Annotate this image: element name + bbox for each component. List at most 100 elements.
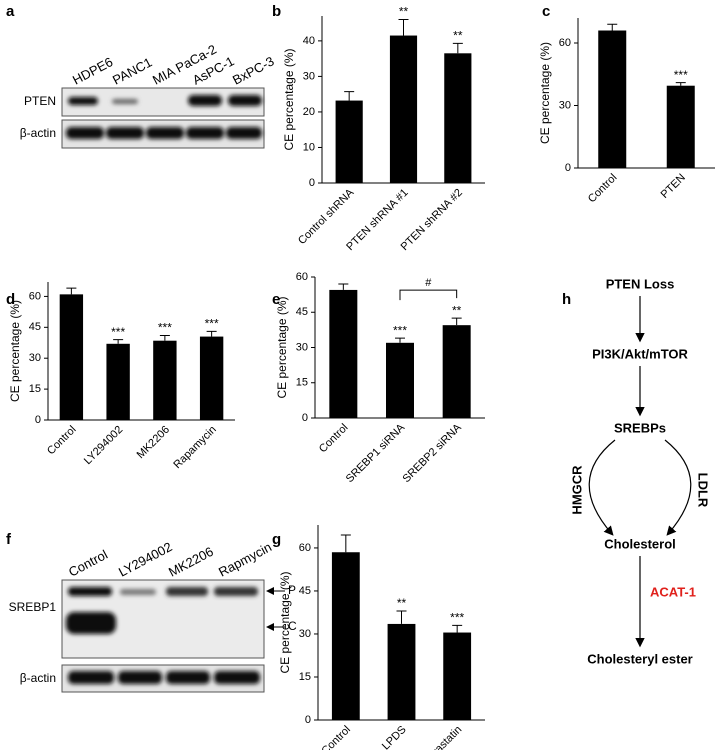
error-bar <box>159 335 170 341</box>
y-tick-label: 30 <box>303 70 315 82</box>
panel-label: c <box>542 3 550 20</box>
bar <box>442 325 471 418</box>
significance: *** <box>393 323 407 337</box>
band-marker: C <box>288 619 297 633</box>
row-label: SREBP1 <box>9 600 57 614</box>
blot-a <box>61 87 265 149</box>
lane-label: Control <box>66 547 110 580</box>
y-tick-label: 60 <box>29 290 41 302</box>
panel-label: d <box>6 291 15 308</box>
panel-label: e <box>272 291 280 308</box>
significance: ** <box>397 596 407 610</box>
y-tick-label: 60 <box>559 37 571 49</box>
error-bar <box>340 534 351 553</box>
bar <box>153 340 177 420</box>
y-tick-label: 30 <box>299 628 311 640</box>
bar <box>329 289 358 418</box>
diagram-node: Cholesterol <box>604 536 676 551</box>
y-tick-label: 0 <box>35 414 41 426</box>
y-tick-label: 45 <box>29 321 41 333</box>
x-tick-label: Control <box>45 424 79 458</box>
error-bar <box>452 42 463 54</box>
edge-label: LDLR <box>696 473 711 508</box>
x-tick-label: LPDS <box>380 724 409 750</box>
edge-label: ACAT-1 <box>650 584 696 599</box>
x-tick-label: SREBP2 siRNA <box>400 421 464 485</box>
panel-label: f <box>6 531 12 548</box>
bar <box>598 30 627 168</box>
y-tick-label: 0 <box>302 412 308 424</box>
significance: *** <box>158 321 172 335</box>
y-axis-title: CE percentage (%) <box>282 48 296 150</box>
error-bar <box>113 339 124 344</box>
row-label: β-actin <box>20 126 56 140</box>
x-tick-label: PTEN <box>659 172 688 201</box>
lane-label: MK2206 <box>166 544 216 580</box>
bar <box>387 623 416 720</box>
y-tick-label: 20 <box>303 106 315 118</box>
y-tick-label: 15 <box>299 671 311 683</box>
panel-label: g <box>272 531 281 548</box>
y-tick-label: 40 <box>303 35 315 47</box>
bar <box>443 632 472 720</box>
bracket-label: # <box>425 277 432 289</box>
significance: *** <box>205 317 219 331</box>
error-bar <box>607 23 618 31</box>
error-bar <box>398 19 409 36</box>
bar <box>59 294 84 420</box>
panel-label: h <box>562 291 571 308</box>
error-bar <box>206 330 217 337</box>
error-bar <box>451 317 462 326</box>
significance: ** <box>399 5 409 19</box>
y-tick-label: 0 <box>309 177 315 189</box>
y-axis-title: CE percentage (%) <box>275 296 289 398</box>
x-tick-label: Simvastatin <box>416 724 465 750</box>
diagram-node: SREBPs <box>614 420 666 435</box>
edge-label: HMGCR <box>569 465 584 515</box>
panel-label: b <box>272 3 281 20</box>
error-bar <box>395 337 405 343</box>
y-tick-label: 0 <box>305 714 311 726</box>
y-tick-label: 10 <box>303 141 315 153</box>
diagram-node: Cholesteryl ester <box>587 651 693 666</box>
y-tick-label: 30 <box>296 341 308 353</box>
x-tick-label: Rapamycin <box>171 424 218 471</box>
diagram-node: PTEN Loss <box>606 276 675 291</box>
significance: ** <box>453 29 463 43</box>
error-bar <box>675 82 686 86</box>
band-marker: P <box>288 583 296 597</box>
significance: ** <box>452 303 462 317</box>
significance: *** <box>674 68 688 82</box>
error-bar <box>344 91 355 101</box>
diagram-node: PI3K/Akt/mTOR <box>592 346 688 361</box>
significance: *** <box>450 611 464 625</box>
error-bar <box>452 624 463 633</box>
diagram-arrows <box>588 296 692 648</box>
bar <box>444 53 472 184</box>
error-bar <box>66 287 77 295</box>
y-tick-label: 60 <box>296 271 308 283</box>
y-tick-label: 30 <box>29 352 41 364</box>
y-axis-title: CE percentage (%) <box>538 42 552 144</box>
bar <box>106 343 130 420</box>
y-tick-label: 0 <box>565 162 571 174</box>
lane-label: PANC1 <box>110 55 154 88</box>
y-tick-label: 60 <box>299 542 311 554</box>
bar <box>666 85 695 168</box>
y-axis-title: CE percentage (%) <box>278 571 292 673</box>
lane-label: Rapmycin <box>216 539 274 579</box>
y-tick-label: 45 <box>299 585 311 597</box>
error-bar <box>338 283 349 290</box>
y-tick-label: 15 <box>296 377 308 389</box>
panel-label: a <box>6 3 15 20</box>
x-tick-label: Control shRNA <box>296 186 357 247</box>
bar <box>389 35 418 183</box>
lane-label: BxPC-3 <box>230 53 277 87</box>
y-tick-label: 45 <box>296 306 308 318</box>
y-tick-label: 15 <box>29 383 41 395</box>
bar <box>386 342 414 418</box>
row-label: β-actin <box>20 671 56 685</box>
y-axis-title: CE percentage (%) <box>8 300 22 402</box>
x-tick-label: Control <box>319 724 353 750</box>
